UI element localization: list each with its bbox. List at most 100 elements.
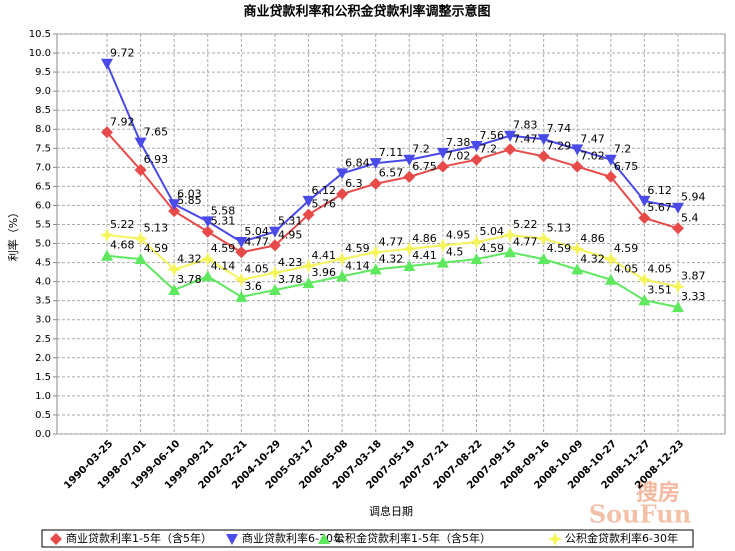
- data-point: [470, 141, 483, 152]
- data-point: [368, 245, 383, 260]
- y-tick-label: 0.5: [35, 410, 51, 421]
- data-point: [638, 294, 651, 306]
- y-tick-label: 6.5: [35, 181, 51, 192]
- y-tick-label: 1.5: [35, 372, 51, 383]
- data-label: 5.31: [211, 215, 236, 228]
- data-point: [268, 284, 281, 295]
- data-label: 7.02: [446, 150, 471, 163]
- data-label: 7.2: [614, 143, 632, 156]
- data-point: [537, 134, 550, 146]
- data-label: 5.04: [244, 225, 269, 238]
- data-point: [571, 263, 584, 275]
- data-label: 5.85: [177, 194, 202, 207]
- data-label: 5.76: [312, 198, 337, 211]
- data-point: [570, 241, 585, 256]
- data-point: [134, 137, 147, 149]
- data-label: 4.77: [244, 235, 269, 248]
- data-point: [133, 231, 148, 246]
- y-axis-label: 利率（%）: [6, 207, 20, 261]
- data-point: [235, 246, 248, 259]
- data-point: [134, 164, 147, 176]
- legend-marker: [318, 533, 330, 544]
- legend-marker: [226, 534, 238, 545]
- data-label: 7.38: [446, 136, 471, 149]
- data-point: [470, 253, 483, 265]
- data-point: [302, 208, 315, 221]
- watermark: SouFun: [589, 500, 691, 529]
- data-label: 4.41: [412, 249, 437, 262]
- data-point: [167, 262, 182, 277]
- data-label: 5.94: [681, 191, 706, 204]
- data-label: 6.12: [312, 184, 337, 197]
- data-label: 6.3: [345, 177, 363, 190]
- data-label: 4.5: [446, 246, 464, 259]
- data-label: 4.95: [278, 228, 303, 241]
- data-label: 6.93: [144, 153, 169, 166]
- data-point: [503, 228, 518, 243]
- data-label: 4.05: [244, 263, 269, 276]
- data-label: 4.59: [345, 242, 370, 255]
- data-label: 7.65: [144, 126, 169, 139]
- data-point: [336, 270, 349, 282]
- y-tick-label: 5.0: [35, 239, 51, 250]
- data-point: [369, 158, 382, 170]
- plot-area: [56, 33, 726, 435]
- data-point: [571, 144, 584, 156]
- data-point: [604, 170, 617, 183]
- data-point: [302, 195, 315, 207]
- data-point: [672, 202, 684, 214]
- data-label: 4.14: [211, 259, 236, 272]
- data-label: 6.75: [412, 160, 437, 173]
- data-label: 4.32: [580, 252, 605, 265]
- data-label: 3.51: [647, 283, 672, 296]
- data-point: [638, 195, 651, 207]
- data-point: [234, 272, 249, 287]
- y-tick-label: 4.0: [35, 277, 51, 288]
- data-point: [435, 238, 450, 253]
- data-point: [672, 222, 684, 235]
- legend-box: [41, 529, 694, 548]
- data-point: [603, 252, 618, 267]
- data-point: [403, 260, 416, 271]
- data-label: 4.14: [345, 259, 370, 272]
- data-point: [301, 259, 316, 273]
- data-label: 5.31: [278, 215, 303, 228]
- data-label: 5.4: [681, 211, 699, 224]
- data-point: [168, 205, 181, 218]
- data-point: [200, 252, 215, 267]
- data-point: [268, 226, 281, 238]
- data-point: [537, 150, 550, 163]
- y-tick-label: 2.0: [35, 353, 51, 364]
- data-label: 5.13: [547, 222, 572, 235]
- data-label: 3.78: [177, 273, 202, 286]
- data-label: 4.32: [177, 252, 202, 265]
- y-tick-label: 8.5: [35, 105, 51, 116]
- data-point: [336, 188, 349, 200]
- y-tick-label: 10.5: [29, 29, 51, 40]
- data-label: 3.6: [244, 280, 262, 293]
- data-label: 4.77: [379, 235, 404, 248]
- data-point: [302, 277, 315, 289]
- data-label: 4.59: [547, 242, 572, 255]
- data-label: 6.84: [345, 156, 370, 169]
- data-point: [470, 153, 483, 166]
- data-point: [168, 199, 181, 211]
- data-label: 4.23: [278, 256, 303, 269]
- y-tick-label: 6.0: [35, 200, 51, 211]
- data-point: [637, 272, 652, 287]
- legend-marker: [548, 532, 562, 546]
- data-point: [403, 170, 416, 183]
- chart-title: 商业贷款利率和公积金贷款利率调整示意图: [243, 4, 490, 20]
- data-label: 6.12: [647, 184, 672, 197]
- series-line: [106, 234, 679, 288]
- data-point: [638, 212, 651, 224]
- y-tick-label: 8.0: [35, 124, 51, 135]
- data-point: [671, 279, 685, 294]
- data-point: [201, 225, 214, 238]
- series-line: [106, 251, 679, 309]
- data-label: 3.87: [681, 270, 706, 283]
- data-label: 4.32: [379, 252, 404, 265]
- data-label: 7.92: [110, 115, 135, 128]
- y-tick-label: 0.0: [35, 429, 51, 440]
